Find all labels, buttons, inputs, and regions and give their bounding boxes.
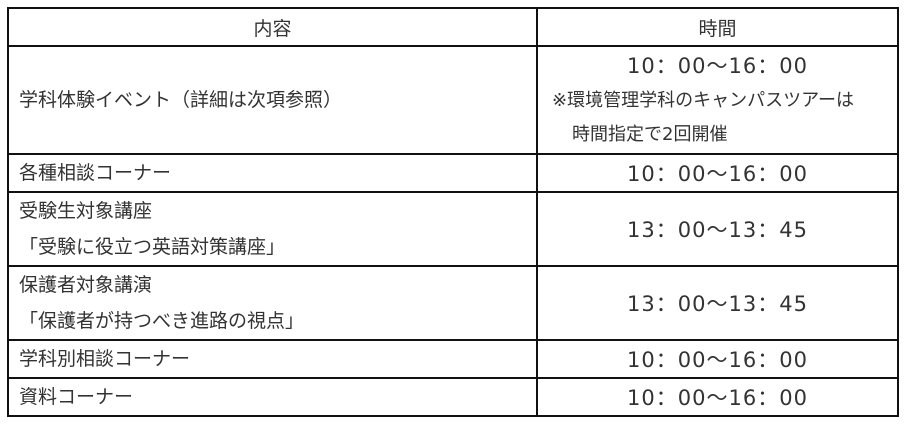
row-time: 13：00～13：45 (536, 191, 899, 267)
table-row: 学科別相談コーナー 10：00～16：00 (7, 339, 899, 379)
table-row: 学科体験イベント（詳細は次項参照） 10：00～16：00 ※環境管理学科のキャ… (7, 45, 899, 155)
row-time: 10：00～16：00 ※環境管理学科のキャンパスツアーは 時間指定で2回開催 (536, 45, 899, 155)
table-row: 各種相談コーナー 10：00～16：00 (7, 153, 899, 193)
row-content: 各種相談コーナー (7, 153, 538, 193)
header-time: 時間 (536, 7, 899, 47)
header-content: 内容 (7, 7, 538, 47)
schedule-table: 内容 時間 学科体験イベント（詳細は次項参照） 10：00～16：00 ※環境管… (7, 7, 899, 417)
time-text: 10：00～16：00 (627, 54, 808, 78)
table-row: 資料コーナー 10：00～16：00 (7, 377, 899, 417)
content-line: 「保護者が持つべき進路の視点」 (19, 310, 305, 332)
row-time: 13：00～13：45 (536, 265, 899, 341)
header-row: 内容 時間 (7, 7, 899, 47)
table-row: 受験生対象講座 「受験に役立つ英語対策講座」 13：00～13：45 (7, 191, 899, 267)
note-text: ※環境管理学科のキャンパスツアーは (552, 90, 855, 111)
row-content: 受験生対象講座 「受験に役立つ英語対策講座」 (7, 191, 538, 267)
note-text: 時間指定で2回開催 (572, 124, 728, 145)
row-content: 学科別相談コーナー (7, 339, 538, 379)
row-time: 10：00～16：00 (536, 339, 899, 379)
content-line: 受験生対象講座 (19, 200, 153, 222)
content-line: 「受験に役立つ英語対策講座」 (19, 236, 286, 258)
row-content: 資料コーナー (7, 377, 538, 417)
row-time: 10：00～16：00 (536, 377, 899, 417)
row-content: 保護者対象講演 「保護者が持つべき進路の視点」 (7, 265, 538, 341)
row-content: 学科体験イベント（詳細は次項参照） (7, 45, 538, 155)
table-row: 保護者対象講演 「保護者が持つべき進路の視点」 13：00～13：45 (7, 265, 899, 341)
content-text: 学科体験イベント（詳細は次項参照） (19, 89, 343, 111)
row-time: 10：00～16：00 (536, 153, 899, 193)
content-line: 保護者対象講演 (19, 274, 153, 296)
